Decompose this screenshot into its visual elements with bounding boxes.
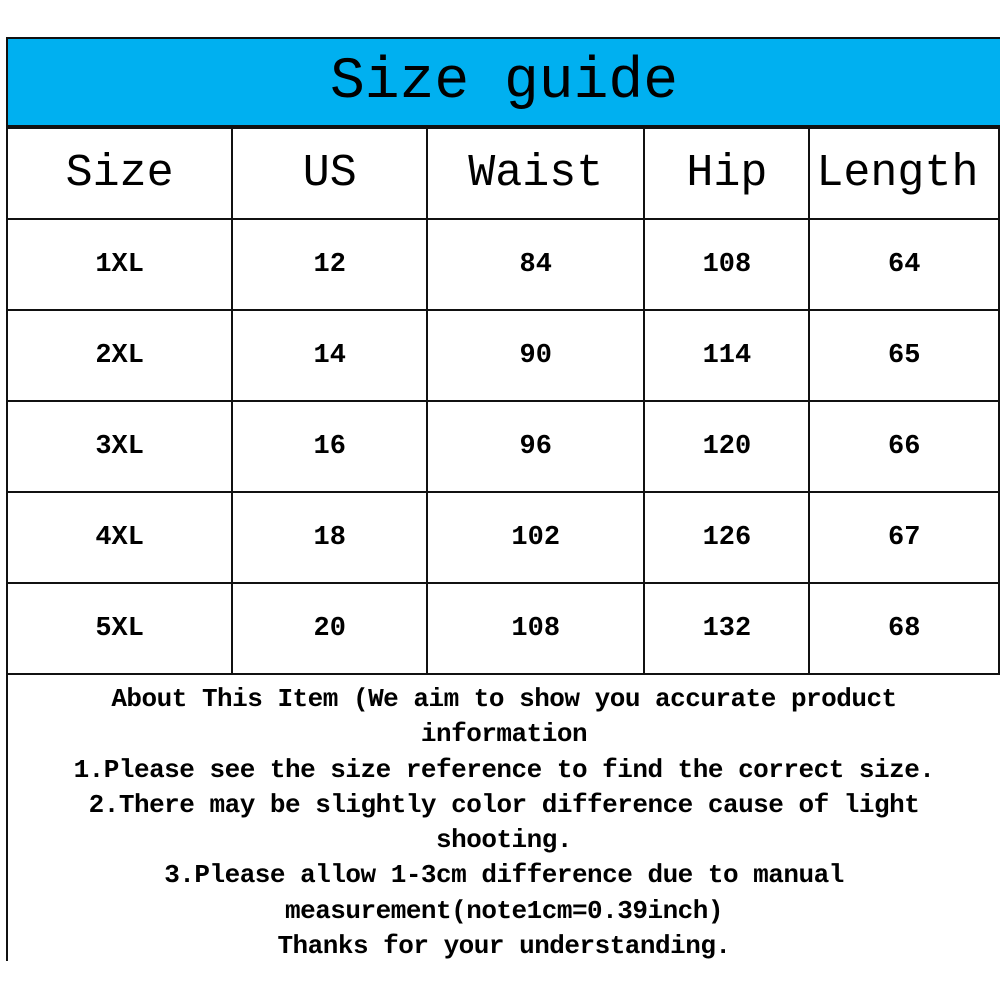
cell-size: 2XL — [5, 309, 234, 402]
table-row: 2XL 14 90 114 65 — [5, 309, 1000, 402]
table-row: 5XL 20 108 132 68 — [5, 582, 1000, 675]
cell-size: 1XL — [5, 218, 234, 311]
cell-length: 68 — [808, 582, 1000, 675]
note-line: shooting. — [436, 825, 572, 856]
table-header-row: Size US Waist Hip Length — [5, 127, 1000, 220]
note-line: information — [420, 719, 588, 750]
cell-hip: 132 — [643, 582, 811, 675]
column-header-size: Size — [5, 127, 234, 220]
cell-size: 5XL — [5, 582, 234, 675]
cell-waist: 108 — [426, 582, 646, 675]
cell-us: 14 — [231, 309, 429, 402]
column-header-hip: Hip — [643, 127, 811, 220]
cell-length: 67 — [808, 491, 1000, 584]
cell-us: 12 — [231, 218, 429, 311]
note-line: 3.Please allow 1-3cm difference due to m… — [164, 860, 844, 891]
cell-hip: 108 — [643, 218, 811, 311]
table-row: 4XL 18 102 126 67 — [5, 491, 1000, 584]
size-table: Size US Waist Hip Length 1XL 12 84 108 6… — [5, 127, 1000, 675]
cell-size: 3XL — [5, 400, 234, 493]
cell-length: 64 — [808, 218, 1000, 311]
column-header-waist: Waist — [426, 127, 646, 220]
item-notes: About This Item (We aim to show you accu… — [6, 673, 1000, 961]
cell-us: 16 — [231, 400, 429, 493]
size-guide-header: Size guide — [6, 37, 1000, 127]
cell-waist: 84 — [426, 218, 646, 311]
table-row: 1XL 12 84 108 64 — [5, 218, 1000, 311]
cell-length: 65 — [808, 309, 1000, 402]
cell-hip: 114 — [643, 309, 811, 402]
cell-size: 4XL — [5, 491, 234, 584]
note-line: Thanks for your understanding. — [277, 931, 731, 962]
page-title: Size guide — [329, 49, 679, 115]
cell-us: 18 — [231, 491, 429, 584]
cell-length: 66 — [808, 400, 1000, 493]
cell-hip: 120 — [643, 400, 811, 493]
column-header-us: US — [231, 127, 429, 220]
cell-waist: 96 — [426, 400, 646, 493]
cell-waist: 90 — [426, 309, 646, 402]
column-header-length: Length — [808, 127, 1000, 220]
cell-hip: 126 — [643, 491, 811, 584]
cell-waist: 102 — [426, 491, 646, 584]
note-line: measurement(note1cm=0.39inch) — [285, 895, 723, 926]
note-line: 2.There may be slightly color difference… — [88, 789, 920, 820]
cell-us: 20 — [231, 582, 429, 675]
table-row: 3XL 16 96 120 66 — [5, 400, 1000, 493]
note-line: About This Item (We aim to show you accu… — [111, 684, 897, 714]
note-line: 1.Please see the size reference to find … — [73, 754, 935, 785]
